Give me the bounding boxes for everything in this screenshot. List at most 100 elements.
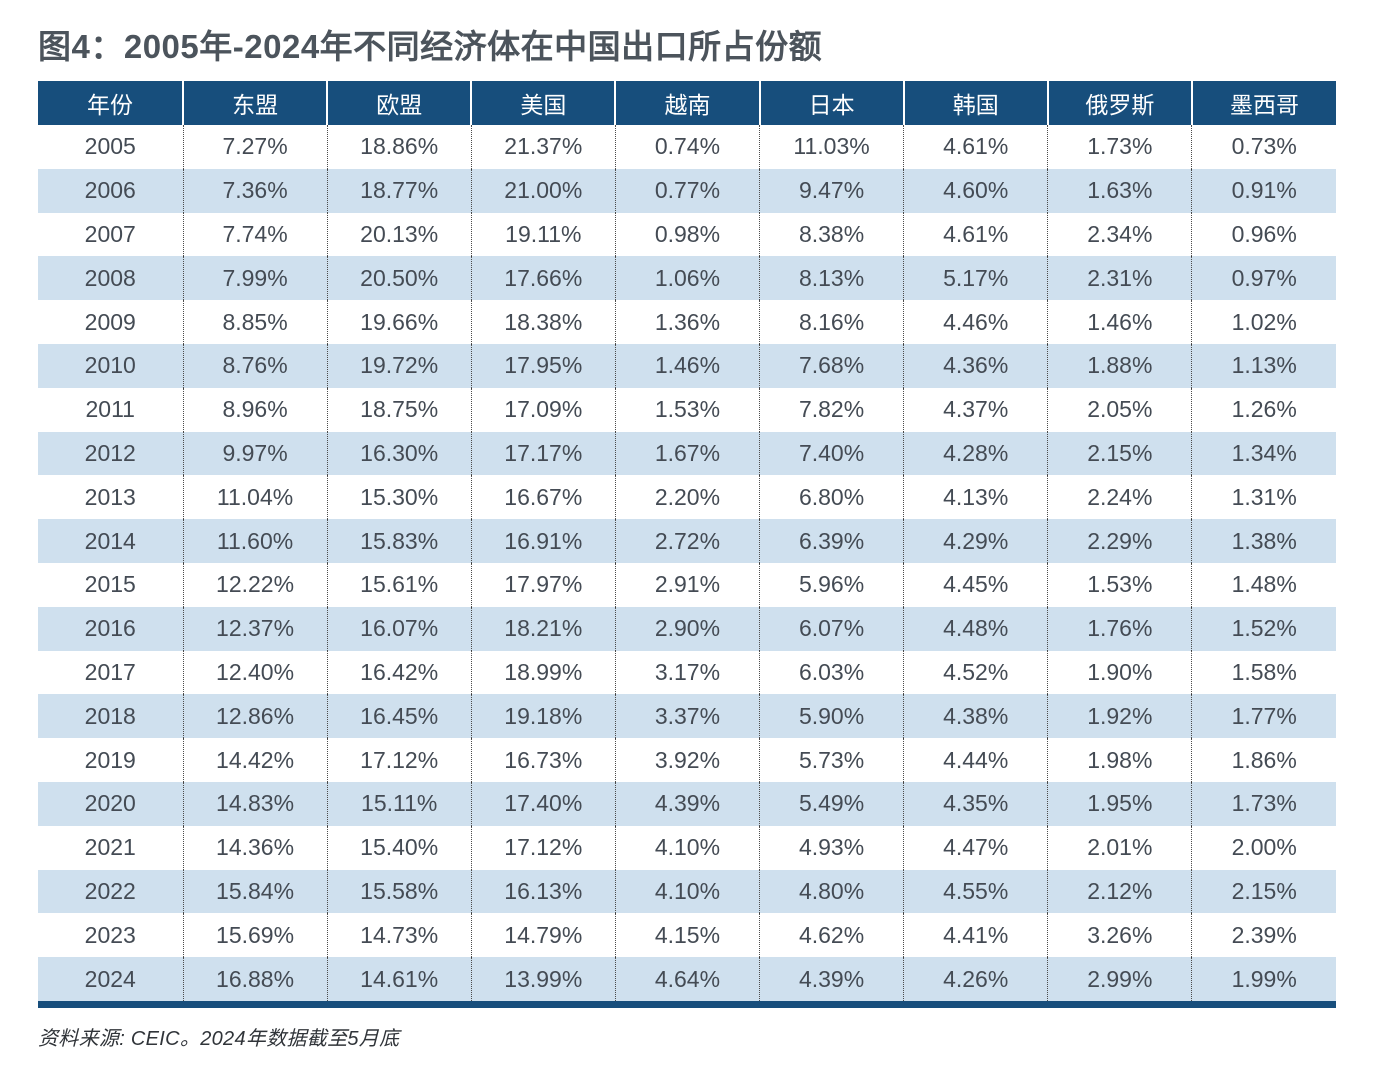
value-cell: 2.39%: [1191, 913, 1336, 958]
value-cell: 15.69%: [182, 913, 328, 958]
table-row: 2005 7.27% 18.86% 21.37% 0.74% 11.03% 4.61% 1.7…: [38, 125, 1336, 169]
year-cell: 2020: [84, 790, 136, 817]
value-cell: 14.83%: [182, 781, 328, 826]
value-cell: 7.36%: [182, 168, 328, 213]
value-cell: 1.73%: [1191, 781, 1336, 826]
year-cell: 2007: [84, 220, 136, 247]
year-cell: 2016: [84, 615, 136, 642]
value-cell: 1.67%: [614, 431, 760, 476]
value-cell: 15.58%: [326, 869, 472, 914]
value-cell: 4.10%: [614, 825, 760, 870]
value-cell: 21.00%: [470, 168, 616, 213]
value-cell: 1.48%: [1191, 562, 1336, 607]
value-cell: 5.96%: [758, 562, 904, 607]
value-cell: 7.74%: [182, 212, 328, 257]
value-cell: 3.37%: [614, 694, 760, 739]
value-cell: 4.15%: [614, 913, 760, 958]
column-header: 东盟: [181, 81, 328, 125]
column-header: 韩国: [902, 81, 1048, 125]
value-cell: 1.63%: [1047, 168, 1192, 213]
value-cell: 14.79%: [470, 913, 616, 958]
value-cell: 1.98%: [1047, 738, 1192, 782]
value-cell: 18.38%: [470, 300, 616, 344]
value-cell: 4.64%: [614, 957, 760, 1001]
value-cell: 4.93%: [758, 825, 904, 870]
table-row: 2010 8.76% 19.72% 17.95% 1.46% 7.68% 4.36% 1.88…: [38, 343, 1336, 388]
value-cell: 18.77%: [326, 168, 472, 213]
value-cell: 1.13%: [1191, 343, 1336, 388]
value-cell: 18.86%: [326, 125, 472, 169]
value-cell: 2.72%: [614, 519, 760, 563]
table-row: 2021 14.36% 15.40% 17.12% 4.10% 4.93% 4.47% 2.0…: [38, 825, 1336, 870]
table-header-row: 年份 东盟 欧盟 美国 越南 日本 韩国 俄罗斯 墨西哥: [38, 81, 1336, 125]
year-cell: 2011: [85, 396, 135, 423]
value-cell: 1.38%: [1191, 519, 1336, 563]
value-cell: 0.73%: [1191, 125, 1336, 169]
value-cell: 14.61%: [326, 957, 472, 1001]
value-cell: 1.99%: [1191, 957, 1336, 1001]
value-cell: 7.68%: [758, 343, 904, 388]
table-row: 2008 7.99% 20.50% 17.66% 1.06% 8.13% 5.17% 2.31…: [38, 256, 1336, 301]
value-cell: 11.04%: [182, 475, 328, 520]
value-cell: 17.95%: [470, 343, 616, 388]
value-cell: 7.27%: [182, 125, 328, 169]
table-row: 2022 15.84% 15.58% 16.13% 4.10% 4.80% 4.55% 2.1…: [38, 869, 1336, 914]
year-cell: 2017: [84, 658, 136, 685]
table-row: 2011 8.96% 18.75% 17.09% 1.53% 7.82% 4.37% 2.05…: [38, 387, 1336, 432]
value-cell: 6.80%: [758, 475, 904, 520]
value-cell: 1.26%: [1191, 387, 1336, 432]
table-row: 2020 14.83% 15.11% 17.40% 4.39% 5.49% 4.35% 1.9…: [38, 781, 1336, 826]
value-cell: 1.95%: [1047, 781, 1192, 826]
table-row: 2009 8.85% 19.66% 18.38% 1.36% 8.16% 4.46% 1.46…: [38, 300, 1336, 344]
table-row: 2016 12.37% 16.07% 18.21% 2.90% 6.07% 4.48% 1.7…: [38, 606, 1336, 651]
value-cell: 2.20%: [614, 475, 760, 520]
value-cell: 1.58%: [1191, 650, 1336, 695]
value-cell: 16.73%: [470, 738, 616, 782]
value-cell: 15.61%: [326, 562, 472, 607]
value-cell: 12.86%: [182, 694, 328, 739]
value-cell: 5.73%: [758, 738, 904, 782]
value-cell: 4.52%: [903, 650, 1048, 695]
value-cell: 2.31%: [1047, 256, 1192, 301]
value-cell: 14.36%: [182, 825, 328, 870]
value-cell: 17.12%: [326, 738, 472, 782]
year-cell: 2024: [84, 965, 136, 992]
year-cell: 2018: [84, 702, 136, 729]
value-cell: 4.37%: [903, 387, 1048, 432]
value-cell: 2.00%: [1191, 825, 1336, 870]
column-header: 美国: [470, 81, 616, 125]
value-cell: 1.02%: [1191, 300, 1336, 344]
value-cell: 8.38%: [758, 212, 904, 257]
value-cell: 13.99%: [470, 957, 616, 1001]
value-cell: 2.05%: [1047, 387, 1192, 432]
value-cell: 0.77%: [614, 168, 760, 213]
value-cell: 1.46%: [614, 343, 760, 388]
value-cell: 16.13%: [470, 869, 616, 914]
table-header: 年份 东盟 欧盟 美国 越南 日本 韩国 俄罗斯 墨西哥: [38, 81, 1336, 125]
value-cell: 1.90%: [1047, 650, 1192, 695]
value-cell: 4.60%: [903, 168, 1048, 213]
value-cell: 14.73%: [326, 913, 472, 958]
value-cell: 3.26%: [1047, 913, 1192, 958]
year-cell: 2009: [84, 308, 136, 335]
value-cell: 19.66%: [326, 300, 472, 344]
value-cell: 16.42%: [326, 650, 472, 695]
value-cell: 0.74%: [614, 125, 760, 169]
value-cell: 12.40%: [182, 650, 328, 695]
value-cell: 8.13%: [758, 256, 904, 301]
value-cell: 15.84%: [182, 869, 328, 914]
value-cell: 12.37%: [182, 606, 328, 651]
value-cell: 17.17%: [470, 431, 616, 476]
column-header: 日本: [758, 81, 904, 125]
value-cell: 16.45%: [326, 694, 472, 739]
value-cell: 1.76%: [1047, 606, 1192, 651]
year-cell: 2008: [84, 264, 136, 291]
value-cell: 1.92%: [1047, 694, 1192, 739]
value-cell: 11.03%: [758, 125, 904, 169]
value-cell: 4.62%: [758, 913, 904, 958]
value-cell: 18.75%: [326, 387, 472, 432]
value-cell: 17.12%: [470, 825, 616, 870]
value-cell: 1.06%: [614, 256, 760, 301]
value-cell: 16.88%: [182, 957, 328, 1001]
